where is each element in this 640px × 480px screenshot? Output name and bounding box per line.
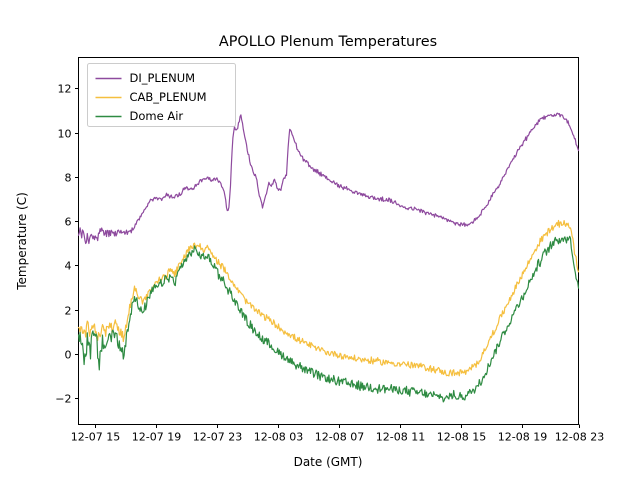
y-axis-label: Temperature (C) xyxy=(15,192,29,291)
x-tick-label: 12-08 19 xyxy=(498,431,547,444)
x-tick-label: 12-08 11 xyxy=(376,431,425,444)
data-series-group xyxy=(77,112,580,403)
x-axis-label: Date (GMT) xyxy=(294,455,363,469)
legend-label-cab-plenum: CAB_PLENUM xyxy=(130,90,207,104)
y-axis-ticks: −2 0 2 4 6 8 10 12 xyxy=(55,83,79,406)
legend-label-dome-air: Dome Air xyxy=(130,109,184,123)
x-tick-label: 12-07 15 xyxy=(71,431,120,444)
y-tick-label: 4 xyxy=(65,260,72,273)
series-line-di-plenum xyxy=(77,112,580,245)
plot-axes: 12-07 15 12-07 19 12-07 23 12-08 03 12-08 07… xyxy=(55,57,604,444)
y-tick-label: 6 xyxy=(65,216,72,229)
axes-frame xyxy=(78,57,579,425)
x-tick-label: 12-08 07 xyxy=(315,431,364,444)
legend-label-di-plenum: DI_PLENUM xyxy=(130,71,196,85)
y-tick-label: 8 xyxy=(65,172,72,185)
series-line-cab-plenum xyxy=(77,219,580,377)
y-tick-label: 10 xyxy=(58,128,72,141)
y-tick-label: 2 xyxy=(65,305,72,318)
x-tick-label: 12-08 23 xyxy=(555,431,604,444)
chart-legend: DI_PLENUM CAB_PLENUM Dome Air xyxy=(87,63,236,127)
legend-box xyxy=(87,63,236,127)
series-line-dome-air xyxy=(77,235,580,403)
chart-title: APOLLO Plenum Temperatures xyxy=(219,34,437,50)
x-tick-label: 12-08 15 xyxy=(437,431,486,444)
y-tick-label: 0 xyxy=(65,349,72,362)
x-tick-label: 12-07 19 xyxy=(132,431,181,444)
x-axis-ticks: 12-07 15 12-07 19 12-07 23 12-08 03 12-08 07… xyxy=(71,424,604,444)
y-tick-label: −2 xyxy=(55,393,71,406)
x-tick-label: 12-07 23 xyxy=(193,431,242,444)
x-tick-label: 12-08 03 xyxy=(254,431,303,444)
y-tick-label: 12 xyxy=(58,83,72,96)
